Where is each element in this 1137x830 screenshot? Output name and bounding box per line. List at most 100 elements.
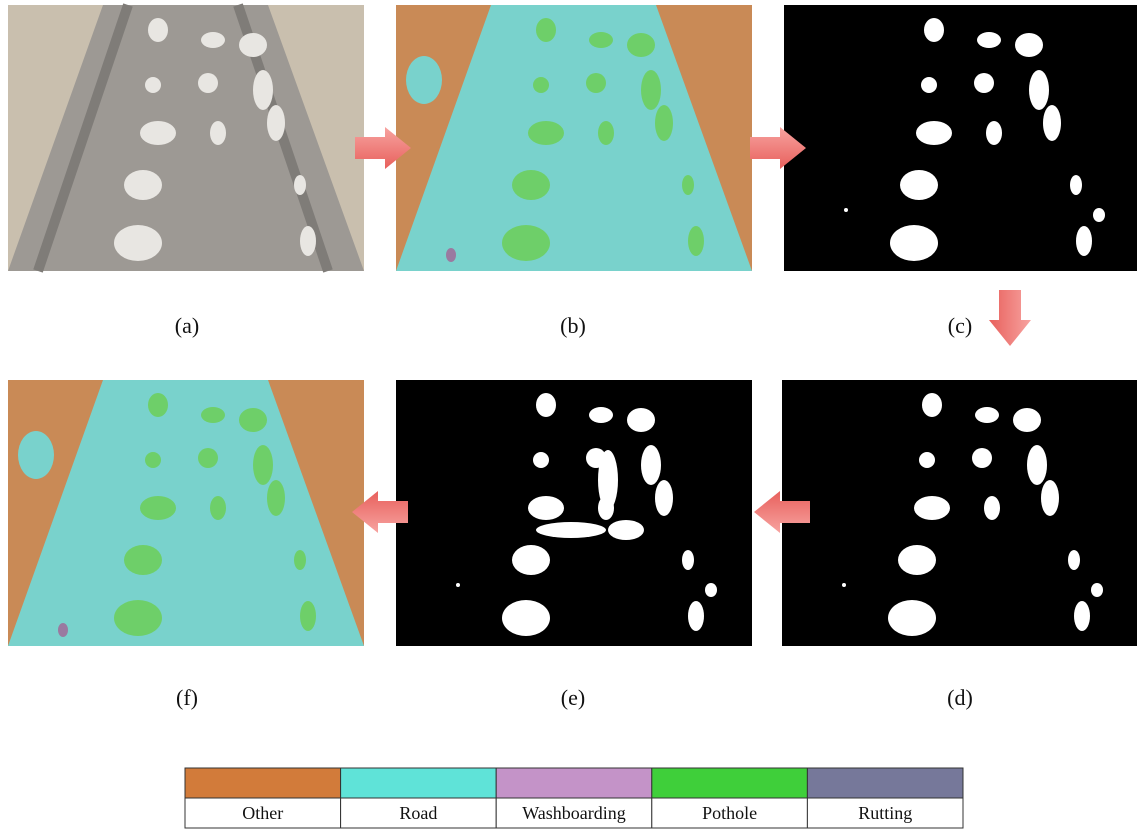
mask-blob [898,545,936,575]
photo [8,5,364,271]
pothole-region [201,407,225,423]
legend-swatch [807,768,963,798]
pothole-region [528,121,564,145]
mask-blob [536,393,556,417]
mask-blob [608,520,644,540]
mask-blob [688,601,704,631]
legend-label: Road [399,803,437,823]
pothole [148,18,168,42]
segmentation-image [8,380,364,646]
pothole-region [655,105,673,141]
binary-mask [396,380,752,646]
pothole-region [239,408,267,432]
mask-blob [890,225,938,261]
pothole-region [140,496,176,520]
pothole [140,121,176,145]
pothole-region [114,600,162,636]
pothole-region [300,601,316,631]
mask-blob [705,583,717,597]
pothole-region [267,480,285,516]
pothole [201,32,225,48]
pothole-region [589,32,613,48]
panel-label: (c) [948,313,972,338]
pothole [300,226,316,256]
pothole-region [294,550,306,570]
binary-mask [782,380,1137,646]
legend-swatch [496,768,652,798]
mask-blob [598,450,618,510]
mask-blob [589,407,613,423]
mask-blob [1076,226,1092,256]
mask-blob [924,18,944,42]
mask-blob [512,545,550,575]
legend-label: Other [242,803,283,823]
mask-blob [655,480,673,516]
pothole-region [688,226,704,256]
pothole [145,77,161,93]
mask-blob [844,208,848,212]
mask-blob [682,550,694,570]
mask-blob [1029,70,1049,110]
mask-blob [972,448,992,468]
region [406,56,442,104]
mask-blob [916,121,952,145]
mask-blob [641,445,661,485]
pothole [114,225,162,261]
region [446,248,456,262]
pothole [124,170,162,200]
pothole [239,33,267,57]
mask-blob [1043,105,1061,141]
pothole [294,175,306,195]
mask-blob [914,496,950,520]
segmentation-image [396,5,752,271]
mask-blob [533,452,549,468]
mask-blob [977,32,1001,48]
mask-blob [922,393,942,417]
legend-swatch [341,768,497,798]
mask-blob [1091,583,1103,597]
arrow-down [989,290,1031,346]
mask-blob [1070,175,1082,195]
legend-label: Washboarding [522,803,626,823]
mask-blob [456,583,460,587]
mask-blob [888,600,936,636]
pothole-region [641,70,661,110]
pothole-region [586,73,606,93]
legend-swatch [652,768,808,798]
pothole-region [598,121,614,145]
figure: (a) (b) (c) (d) (e) (f) OtherRoadWashboa… [0,0,1137,830]
mask-blob [1074,601,1090,631]
mask-blob [1068,550,1080,570]
pothole-region [533,77,549,93]
mask-blob [1013,408,1041,432]
region [18,431,54,479]
legend-label: Pothole [702,803,757,823]
mask-blob [627,408,655,432]
pothole [253,70,273,110]
pothole [198,73,218,93]
panel-label: (f) [176,685,198,710]
region [58,623,68,637]
mask-blob [900,170,938,200]
mask-blob [921,77,937,93]
pothole-region [198,448,218,468]
panel-label: (d) [947,685,973,710]
pothole [210,121,226,145]
mask-blob [986,121,1002,145]
legend-swatch [185,768,341,798]
panel-label: (e) [561,685,585,710]
pothole-region [148,393,168,417]
mask-blob [1015,33,1043,57]
pothole-region [536,18,556,42]
mask-blob [974,73,994,93]
pothole-region [627,33,655,57]
binary-mask [784,5,1137,271]
mask-blob [536,522,606,538]
mask-blob [1041,480,1059,516]
mask-blob [842,583,846,587]
pothole [267,105,285,141]
mask-blob [1093,208,1105,222]
pothole-region [253,445,273,485]
pothole-region [210,496,226,520]
